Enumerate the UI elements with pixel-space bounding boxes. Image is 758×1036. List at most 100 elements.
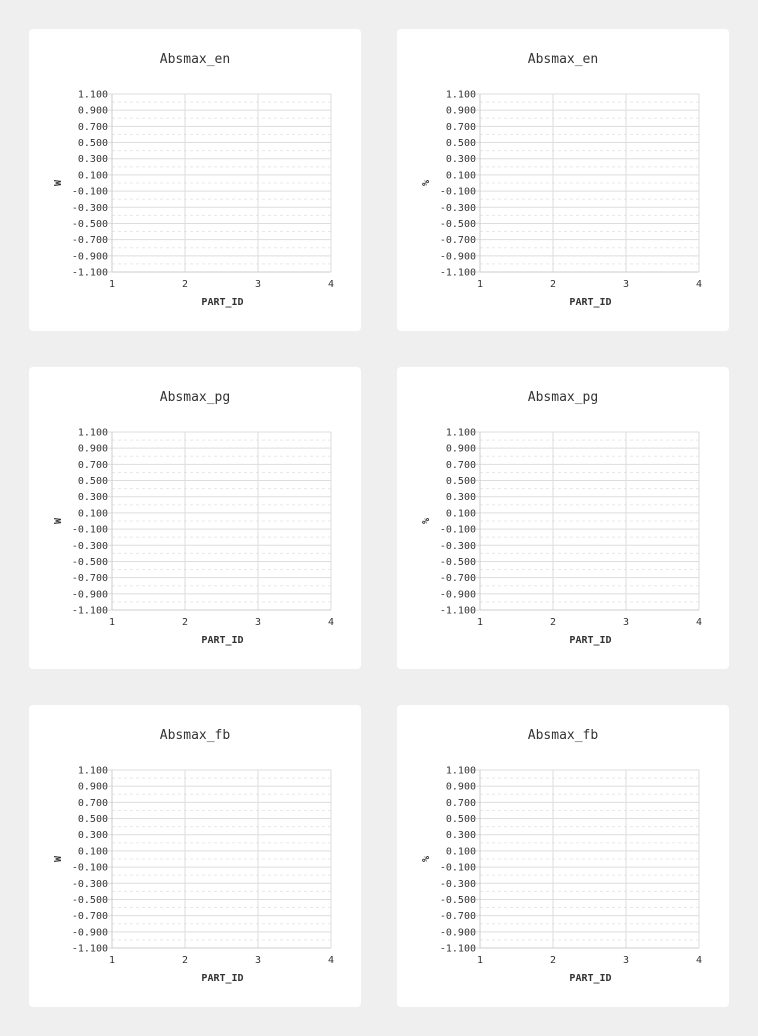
y-tick-label: 0.300	[446, 492, 476, 503]
x-tick-label: 1	[109, 617, 115, 628]
chart-title: Absmax_fb	[160, 728, 231, 743]
x-axis-label: PART_ID	[201, 973, 243, 984]
y-tick-label: 0.100	[78, 846, 108, 857]
x-tick-label: 1	[477, 617, 483, 628]
x-tick-label: 4	[696, 617, 702, 628]
chart-card-absmax-pg-pct: 1.100 0.900 0.700 0.500 0.300 0.100 -0.100 -0.3…	[397, 367, 729, 669]
chart-title: Absmax_fb	[528, 728, 599, 743]
y-tick-label: 0.900	[446, 106, 476, 117]
y-tick-label: -0.700	[72, 911, 108, 922]
x-tick-label: 2	[182, 955, 188, 966]
y-tick-label: 1.100	[446, 90, 476, 101]
y-tick-label: 0.100	[446, 170, 476, 181]
y-tick-label: -0.900	[72, 251, 108, 262]
x-tick-label: 1	[477, 955, 483, 966]
y-tick-label: 0.700	[78, 798, 108, 809]
x-tick-label: 4	[696, 279, 702, 290]
chart-svg: 1.100 0.900 0.700 0.500 0.300 0.100 -0.100 -0.3…	[53, 390, 334, 646]
x-axis-label: PART_ID	[201, 297, 243, 308]
y-axis-label: W	[53, 855, 64, 862]
y-tick-label: -0.900	[440, 251, 476, 262]
y-tick-label: 0.500	[78, 476, 108, 487]
y-tick-label: -1.100	[72, 268, 108, 279]
x-axis-label: PART_ID	[569, 297, 611, 308]
y-tick-label: 1.100	[78, 90, 108, 101]
y-tick-label: 0.900	[78, 444, 108, 455]
y-tick-label: 0.700	[78, 460, 108, 471]
y-axis-label: %	[421, 856, 432, 862]
x-tick-label: 3	[623, 617, 629, 628]
y-tick-label: 1.100	[446, 766, 476, 777]
y-tick-label: 0.300	[78, 830, 108, 841]
y-tick-label: -0.300	[440, 541, 476, 552]
y-tick-label: 1.100	[78, 766, 108, 777]
y-tick-label: -0.300	[72, 541, 108, 552]
y-tick-label: -0.900	[440, 927, 476, 938]
x-tick-label: 4	[328, 279, 334, 290]
x-tick-label: 4	[696, 955, 702, 966]
y-tick-label: -0.500	[72, 557, 108, 568]
y-tick-label: 0.900	[78, 106, 108, 117]
y-tick-label: -0.900	[72, 927, 108, 938]
y-tick-label: -1.100	[440, 268, 476, 279]
x-tick-label: 3	[255, 955, 261, 966]
y-tick-label: 0.300	[446, 830, 476, 841]
chart-svg: 1.100 0.900 0.700 0.500 0.300 0.100 -0.100 -0.3…	[421, 52, 702, 308]
y-tick-label: -0.100	[440, 187, 476, 198]
y-tick-label: 0.100	[78, 170, 108, 181]
x-tick-label: 3	[623, 279, 629, 290]
y-tick-label: 0.500	[446, 476, 476, 487]
chart-svg: 1.100 0.900 0.700 0.500 0.300 0.100 -0.100 -0.3…	[53, 728, 334, 984]
y-tick-label: 0.100	[446, 508, 476, 519]
y-tick-label: 0.300	[446, 154, 476, 165]
y-tick-label: -0.100	[72, 187, 108, 198]
y-tick-label: -0.700	[440, 573, 476, 584]
y-tick-label: 0.300	[78, 492, 108, 503]
y-tick-label: 0.700	[446, 460, 476, 471]
y-axis-label: %	[421, 518, 432, 524]
x-tick-label: 3	[255, 617, 261, 628]
y-tick-label: -0.500	[72, 895, 108, 906]
y-tick-label: 0.500	[78, 814, 108, 825]
y-tick-label: 0.500	[446, 814, 476, 825]
x-tick-label: 1	[109, 279, 115, 290]
x-axis-label: PART_ID	[569, 973, 611, 984]
y-tick-label: 0.900	[446, 782, 476, 793]
y-tick-label: 0.700	[446, 798, 476, 809]
chart-card-absmax-fb-pct: 1.100 0.900 0.700 0.500 0.300 0.100 -0.100 -0.3…	[397, 705, 729, 1007]
chart-svg: 1.100 0.900 0.700 0.500 0.300 0.100 -0.100 -0.3…	[53, 52, 334, 308]
chart-title: Absmax_pg	[160, 390, 230, 405]
y-tick-label: 0.100	[446, 846, 476, 857]
y-tick-label: -0.100	[440, 525, 476, 536]
x-tick-label: 3	[623, 955, 629, 966]
x-tick-label: 1	[477, 279, 483, 290]
y-tick-label: -0.100	[440, 863, 476, 874]
chart-svg: 1.100 0.900 0.700 0.500 0.300 0.100 -0.100 -0.3…	[421, 728, 702, 984]
y-tick-label: -0.300	[440, 879, 476, 890]
y-axis-label: %	[421, 180, 432, 186]
x-axis-label: PART_ID	[569, 635, 611, 646]
x-tick-label: 2	[182, 617, 188, 628]
y-tick-label: -0.500	[72, 219, 108, 230]
y-tick-label: -0.300	[72, 879, 108, 890]
chart-card-absmax-fb-w: 1.100 0.900 0.700 0.500 0.300 0.100 -0.100 -0.3…	[29, 705, 361, 1007]
y-tick-label: -0.700	[72, 235, 108, 246]
y-tick-label: 0.700	[446, 122, 476, 133]
y-tick-label: -0.700	[440, 911, 476, 922]
y-tick-label: -1.100	[72, 944, 108, 955]
x-tick-label: 2	[550, 279, 556, 290]
chart-card-absmax-pg-w: 1.100 0.900 0.700 0.500 0.300 0.100 -0.100 -0.3…	[29, 367, 361, 669]
chart-title: Absmax_pg	[528, 390, 598, 405]
y-tick-label: -1.100	[440, 606, 476, 617]
y-tick-label: -1.100	[440, 944, 476, 955]
y-tick-label: 0.900	[446, 444, 476, 455]
y-tick-label: -0.300	[440, 203, 476, 214]
y-axis-label: W	[53, 179, 64, 186]
chart-card-absmax-en-pct: 1.100 0.900 0.700 0.500 0.300 0.100 -0.100 -0.3…	[397, 29, 729, 331]
chart-title: Absmax_en	[528, 52, 598, 67]
x-tick-label: 4	[328, 617, 334, 628]
y-tick-label: 0.900	[78, 782, 108, 793]
x-tick-label: 4	[328, 955, 334, 966]
y-tick-label: 0.500	[78, 138, 108, 149]
y-tick-label: 1.100	[446, 428, 476, 439]
